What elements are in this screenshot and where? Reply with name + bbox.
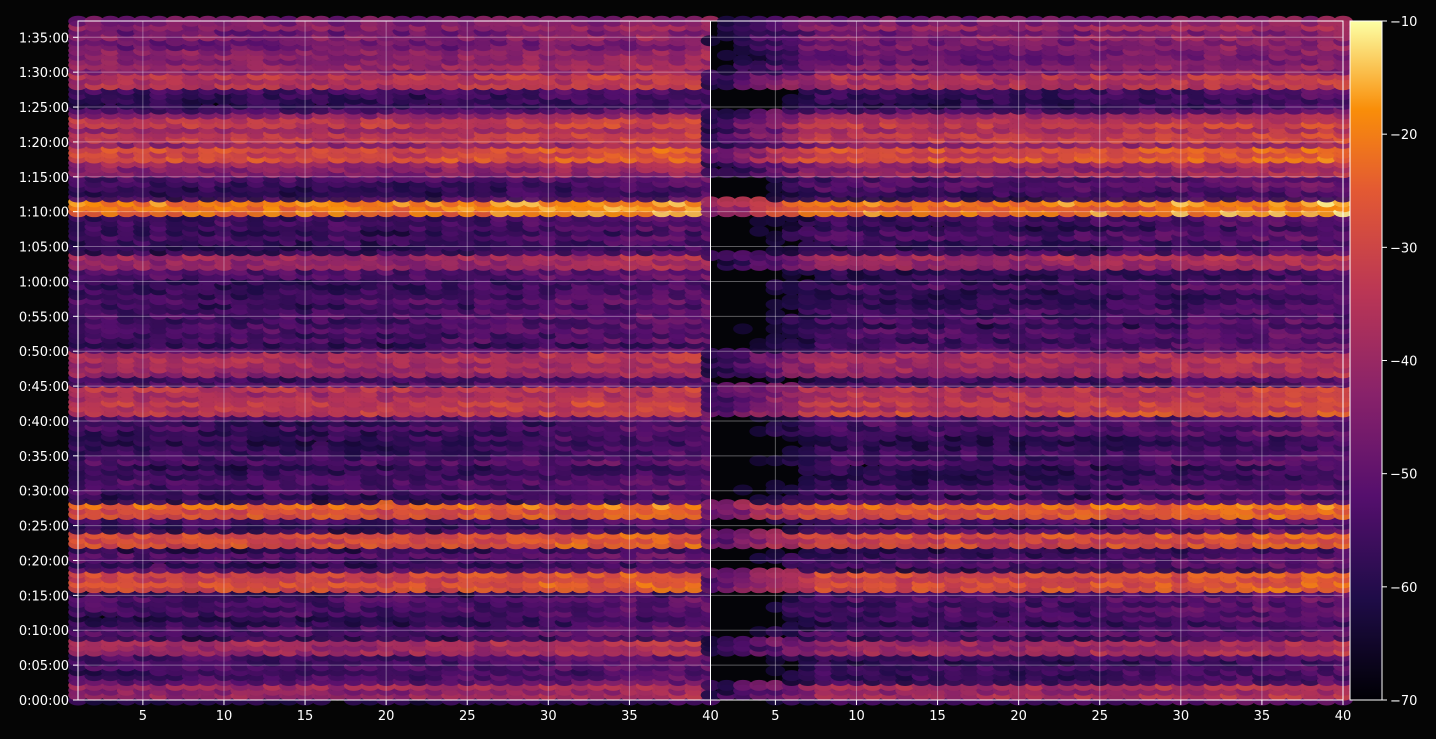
heatmap-cells	[68, 15, 1353, 706]
